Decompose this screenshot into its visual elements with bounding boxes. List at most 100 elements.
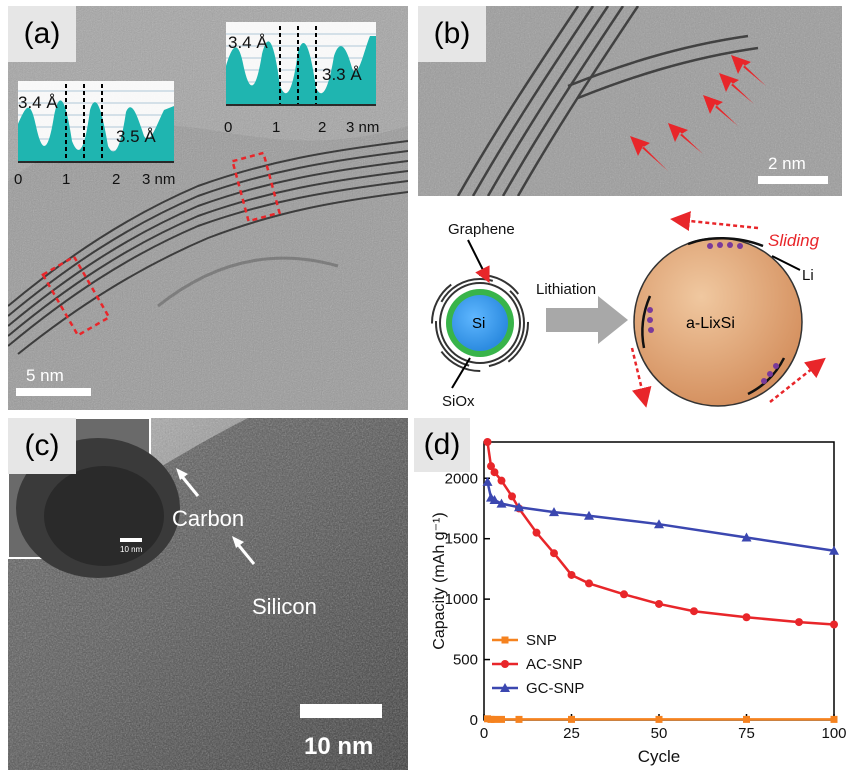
panel-d-chart: 0 25 50 75 100 0 500 1000 1500 2000 SNP AC-SNP GC-… <box>414 416 846 774</box>
series-snp <box>484 715 838 723</box>
y-axis: 0 500 1000 1500 2000 <box>445 470 490 729</box>
data-point <box>620 590 628 599</box>
panel-c-tem-image: 10 nm Carbon Silicon 10 nm (c) <box>8 418 408 770</box>
data-point <box>491 715 498 723</box>
tick-2-left: 2 <box>112 171 120 188</box>
panel-c-label: (c) <box>8 418 76 474</box>
sliding-arrow-left <box>630 347 652 408</box>
schematic-svg: Si Graphene SiOx Lithiation a-LixSi Slid… <box>431 211 826 410</box>
data-point <box>741 532 752 542</box>
siox-pointer <box>451 357 471 389</box>
scale-label-a: 5 nm <box>26 366 64 385</box>
y-axis-label: Capacity (mAh g⁻¹) <box>431 512 448 649</box>
data-point <box>655 599 663 608</box>
data-point <box>743 715 750 723</box>
x-axis-label: Cycle <box>638 747 681 766</box>
legend: SNP AC-SNP GC-SNP <box>492 632 584 697</box>
silicon-label: Silicon <box>252 594 317 619</box>
data-point <box>489 495 500 505</box>
panel-b-label: (b) <box>418 6 486 62</box>
tick-1-right: 1 <box>272 119 280 136</box>
data-point <box>532 528 541 537</box>
li-label: Li <box>802 267 814 284</box>
spacing-label-3.3: 3.3 Å <box>322 65 362 84</box>
legend-marker <box>501 660 509 668</box>
legend-marker <box>501 636 509 644</box>
li-pointer <box>771 255 801 271</box>
red-dashed-box-left <box>41 254 111 338</box>
lithiation-arrow <box>546 296 628 344</box>
x-tick-label: 0 <box>480 725 488 742</box>
data-point <box>498 715 505 723</box>
data-point <box>567 570 576 579</box>
data-point <box>568 715 575 723</box>
si-core <box>452 295 508 351</box>
sliding-arrow-top <box>670 211 759 231</box>
series-layer <box>482 438 839 723</box>
tick-1-left: 1 <box>62 171 70 188</box>
graphene-flakes <box>641 236 786 396</box>
scale-bar-a <box>16 388 91 396</box>
panel-a-label: (a) <box>8 6 76 62</box>
series-line <box>486 441 835 626</box>
legend-label: SNP <box>526 632 557 649</box>
data-point <box>829 545 839 555</box>
tick-3nm-right: 3 nm <box>346 119 379 136</box>
tick-3nm-left: 3 nm <box>142 171 175 188</box>
graphene-fringes-b <box>456 6 759 196</box>
lithiation-label: Lithiation <box>536 281 596 298</box>
pristine-particle <box>431 274 529 372</box>
panel-c-svg: 10 nm Carbon Silicon 10 nm <box>8 418 408 770</box>
alisi-label: a-LixSi <box>686 315 735 332</box>
scale-label-c: 10 nm <box>304 733 373 760</box>
x-tick-label: 100 <box>821 725 846 742</box>
panel-b-tem-image: 2 nm (b) <box>418 6 842 196</box>
red-arrows <box>630 55 766 171</box>
siox-label: SiOx <box>442 393 475 410</box>
data-point <box>490 468 499 477</box>
inset-profile-left <box>18 81 174 163</box>
sliding-label: Sliding <box>768 231 820 250</box>
graphene-label: Graphene <box>448 221 515 238</box>
y-tick-label: 0 <box>470 712 478 729</box>
capacity-chart: 0 25 50 75 100 0 500 1000 1500 2000 SNP AC-SNP GC-… <box>431 438 846 766</box>
data-point <box>654 519 664 529</box>
series-ac-snp <box>483 438 838 629</box>
data-point <box>482 476 493 486</box>
graphene-pointer <box>467 239 490 284</box>
data-point <box>487 462 495 471</box>
data-point <box>514 502 524 512</box>
carbon-label: Carbon <box>172 506 244 531</box>
legend-marker <box>500 683 510 692</box>
si-label: Si <box>472 315 485 332</box>
data-point <box>549 507 559 517</box>
data-point <box>515 715 523 723</box>
legend-label: GC-SNP <box>526 680 584 697</box>
data-point <box>655 715 663 723</box>
series-line <box>486 481 835 553</box>
tick-0-left: 0 <box>14 171 22 188</box>
y-tick-label: 500 <box>453 652 478 669</box>
data-point <box>497 476 506 485</box>
plot-frame <box>483 441 835 721</box>
tick-0-right: 0 <box>224 119 232 136</box>
li-dots <box>647 242 779 384</box>
scale-bar-c <box>300 704 382 718</box>
data-point <box>690 607 698 616</box>
panel-b-schematic: Si Graphene SiOx Lithiation a-LixSi Slid… <box>418 198 842 412</box>
x-tick-label: 75 <box>738 725 755 742</box>
data-point <box>550 549 558 558</box>
tick-2-right: 2 <box>318 119 326 136</box>
inset-profile-right <box>226 22 376 106</box>
y-tick-label: 2000 <box>445 470 478 487</box>
data-point <box>483 438 492 446</box>
panel-a-tem-image: 3.4 Å 3.5 Å 0 1 2 3 nm 3.4 Å 3.3 Å 0 1 2… <box>8 6 408 410</box>
panel-b-svg: 2 nm <box>418 6 842 196</box>
inset-scale-label-c: 10 nm <box>120 545 143 554</box>
spacing-label-3.4-left: 3.4 Å <box>18 93 58 112</box>
profile-fill-left <box>18 100 174 161</box>
data-point <box>496 498 507 508</box>
legend-label: AC-SNP <box>526 656 583 673</box>
data-point <box>584 510 594 520</box>
red-dashed-box-right <box>230 151 282 223</box>
